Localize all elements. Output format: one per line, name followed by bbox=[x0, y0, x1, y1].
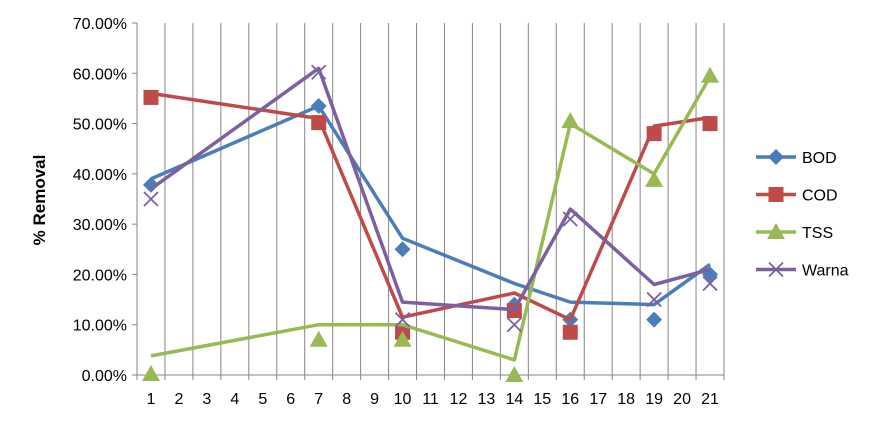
x-tick-label: 3 bbox=[202, 391, 211, 408]
legend-marker-tss bbox=[767, 223, 785, 239]
legend-label-warna: Warna bbox=[802, 263, 849, 280]
y-tick-label: 50.00% bbox=[73, 117, 127, 134]
y-tick-labels: 0.00% 10.00% 20.00% 30.00% 40.00% 50.00% 60.00… bbox=[73, 16, 137, 385]
x-tick-label: 5 bbox=[258, 391, 267, 408]
y-tick-label: 60.00% bbox=[73, 66, 127, 83]
data-point-warna bbox=[562, 211, 578, 227]
x-tick-labels: 1 2 3 4 5 6 7 8 9 10 11 12 13 14 15 16 17 18 19 20 21 bbox=[136, 375, 725, 408]
legend-item-tss: TSS bbox=[756, 223, 833, 242]
axes bbox=[136, 23, 724, 376]
data-point-cod bbox=[702, 116, 718, 132]
y-tick-label: 70.00% bbox=[73, 16, 127, 33]
data-point-tss bbox=[505, 366, 524, 382]
legend-item-cod: COD bbox=[756, 187, 838, 205]
x-tick-label: 4 bbox=[230, 391, 239, 408]
y-tick-label: 10.00% bbox=[73, 318, 127, 335]
legend-item-bod: BOD bbox=[756, 149, 837, 167]
data-point-cod bbox=[143, 89, 159, 105]
legend-label-cod: COD bbox=[802, 188, 838, 205]
y-tick-label: 0.00% bbox=[82, 368, 127, 385]
x-tick-label: 10 bbox=[394, 391, 412, 408]
gridlines bbox=[164, 23, 725, 375]
legend-marker-cod bbox=[768, 187, 784, 202]
x-tick-label: 13 bbox=[478, 391, 496, 408]
data-point-bod bbox=[646, 311, 663, 328]
data-point-tss bbox=[141, 364, 160, 381]
series-line-warna bbox=[149, 66, 711, 312]
x-tick-label: 8 bbox=[342, 391, 351, 408]
data-point-warna bbox=[702, 275, 718, 292]
data-point-cod bbox=[311, 115, 327, 131]
data-point-warna bbox=[143, 191, 159, 207]
data-point-tss bbox=[393, 330, 412, 347]
data-point-bod bbox=[394, 241, 411, 258]
series-tss bbox=[141, 66, 720, 382]
x-tick-label: 17 bbox=[589, 391, 607, 408]
x-tick-label: 16 bbox=[561, 391, 579, 408]
x-tick-label: 1 bbox=[147, 391, 156, 408]
legend-marker-bod bbox=[768, 149, 784, 165]
x-tick-label: 15 bbox=[533, 391, 551, 408]
x-tick-label: 12 bbox=[450, 391, 468, 408]
series-line-tss bbox=[150, 75, 712, 362]
data-point-tss bbox=[309, 330, 328, 347]
legend-label-bod: BOD bbox=[802, 150, 837, 167]
x-tick-label: 18 bbox=[617, 391, 635, 408]
legend-label-tss: TSS bbox=[802, 225, 833, 242]
data-point-cod bbox=[646, 126, 662, 142]
x-tick-label: 19 bbox=[645, 391, 663, 408]
x-tick-label: 6 bbox=[286, 391, 295, 408]
legend: BOD COD TSS Warna bbox=[756, 149, 849, 280]
x-tick-label: 7 bbox=[314, 391, 323, 408]
x-tick-label: 11 bbox=[422, 391, 439, 408]
data-point-cod bbox=[562, 324, 578, 340]
data-point-tss bbox=[645, 170, 664, 187]
x-tick-label: 2 bbox=[174, 391, 183, 408]
series-warna bbox=[143, 64, 718, 333]
x-tick-label: 20 bbox=[673, 391, 691, 408]
x-tick-label: 21 bbox=[701, 391, 719, 408]
data-point-tss bbox=[701, 66, 720, 83]
series-line-bod bbox=[150, 104, 712, 307]
legend-marker-warna bbox=[768, 261, 784, 278]
data-point-bod bbox=[310, 97, 327, 114]
data-point-warna bbox=[311, 64, 327, 80]
x-tick-label: 14 bbox=[505, 391, 523, 408]
legend-item-warna: Warna bbox=[756, 261, 849, 280]
data-point-warna bbox=[506, 317, 522, 333]
data-point-tss bbox=[561, 112, 580, 129]
y-tick-label: 20.00% bbox=[73, 267, 127, 284]
y-tick-label: 40.00% bbox=[73, 167, 127, 184]
y-tick-label: 30.00% bbox=[73, 217, 127, 234]
x-tick-label: 9 bbox=[370, 391, 379, 408]
y-axis-label: % Removal bbox=[30, 155, 49, 246]
data-point-warna bbox=[646, 291, 662, 308]
series-group bbox=[141, 64, 720, 382]
data-point-bod bbox=[142, 176, 159, 193]
data-point-warna bbox=[394, 312, 411, 328]
